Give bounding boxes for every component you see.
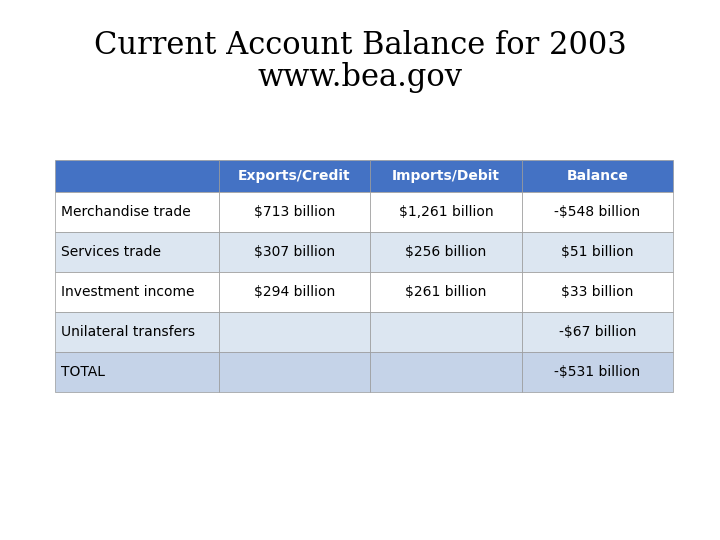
Text: Unilateral transfers: Unilateral transfers	[61, 325, 195, 339]
Text: $261 billion: $261 billion	[405, 285, 487, 299]
Bar	[370, 312, 521, 352]
Text: Services trade: Services trade	[61, 245, 161, 259]
Text: $307 billion: $307 billion	[254, 245, 335, 259]
Bar	[521, 312, 673, 352]
Bar	[370, 272, 521, 312]
Bar	[521, 192, 673, 232]
Bar	[370, 192, 521, 232]
Text: $51 billion: $51 billion	[561, 245, 634, 259]
Bar	[370, 352, 521, 392]
Bar	[219, 352, 370, 392]
Text: Merchandise trade: Merchandise trade	[61, 205, 191, 219]
Bar	[521, 272, 673, 312]
Bar	[55, 312, 219, 352]
Text: -$531 billion: -$531 billion	[554, 365, 640, 379]
Bar	[55, 192, 219, 232]
Bar	[219, 232, 370, 272]
Text: $713 billion: $713 billion	[254, 205, 335, 219]
Text: $1,261 billion: $1,261 billion	[399, 205, 493, 219]
Text: www.bea.gov: www.bea.gov	[258, 62, 462, 93]
Bar	[219, 312, 370, 352]
Bar	[219, 272, 370, 312]
Text: $294 billion: $294 billion	[254, 285, 335, 299]
Bar	[55, 160, 219, 192]
Text: $33 billion: $33 billion	[561, 285, 634, 299]
Bar	[55, 272, 219, 312]
Text: -$67 billion: -$67 billion	[559, 325, 636, 339]
Bar	[219, 192, 370, 232]
Text: Balance: Balance	[567, 169, 629, 183]
Bar	[55, 232, 219, 272]
Text: TOTAL: TOTAL	[61, 365, 105, 379]
Bar	[521, 160, 673, 192]
Bar	[55, 352, 219, 392]
Bar	[219, 160, 370, 192]
Bar	[370, 160, 521, 192]
Bar	[370, 232, 521, 272]
Text: -$548 billion: -$548 billion	[554, 205, 640, 219]
Text: Imports/Debit: Imports/Debit	[392, 169, 500, 183]
Bar	[521, 232, 673, 272]
Text: Investment income: Investment income	[61, 285, 194, 299]
Text: Current Account Balance for 2003: Current Account Balance for 2003	[94, 30, 626, 61]
Text: Exports/Credit: Exports/Credit	[238, 169, 351, 183]
Text: $256 billion: $256 billion	[405, 245, 487, 259]
Bar	[521, 352, 673, 392]
